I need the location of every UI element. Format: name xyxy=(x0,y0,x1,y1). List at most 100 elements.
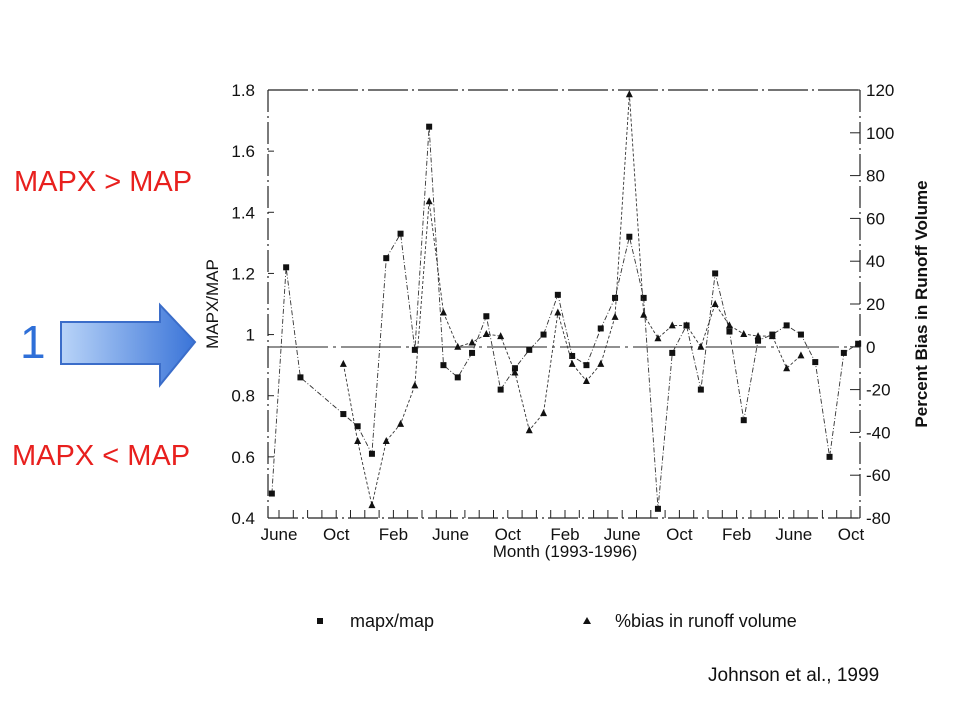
point-mapx xyxy=(383,255,390,262)
point-mapx xyxy=(583,362,590,369)
point-mapx xyxy=(354,423,361,430)
point-bias xyxy=(668,321,676,329)
point-bias xyxy=(597,359,605,367)
point-mapx xyxy=(726,328,733,335)
point-mapx xyxy=(612,294,619,301)
left-tick-label: 0.4 xyxy=(231,509,255,528)
point-mapx xyxy=(855,340,862,347)
legend-triangle-marker xyxy=(583,617,591,624)
point-mapx xyxy=(368,450,375,457)
point-mapx xyxy=(783,322,790,329)
series-line-bias xyxy=(342,94,802,506)
point-mapx xyxy=(569,352,576,359)
point-mapx xyxy=(497,386,504,393)
point-bias xyxy=(768,332,776,340)
point-bias xyxy=(640,310,648,318)
point-bias xyxy=(625,90,633,98)
x-tick-label: Oct xyxy=(495,525,522,544)
right-tick-label: 0 xyxy=(866,338,875,357)
point-bias xyxy=(468,338,476,346)
series-layer xyxy=(268,90,862,512)
point-mapx xyxy=(297,374,304,381)
point-bias xyxy=(654,334,662,342)
legend: mapx/map %bias in runoff volume xyxy=(317,611,797,631)
point-mapx xyxy=(840,349,847,356)
series-line-mapx xyxy=(271,126,859,509)
left-tick-label: 1.6 xyxy=(231,142,255,161)
plot-frame xyxy=(267,89,861,519)
mapx-less-label: MAPX < MAP xyxy=(12,440,191,472)
point-bias xyxy=(497,332,505,340)
citation: Johnson et al., 1999 xyxy=(708,665,880,686)
point-mapx xyxy=(826,453,833,460)
point-mapx xyxy=(669,349,676,356)
x-tick-label: Feb xyxy=(550,525,579,544)
point-mapx xyxy=(697,386,704,393)
x-tick-label: Feb xyxy=(722,525,751,544)
x-tick-label: June xyxy=(261,525,298,544)
point-bias xyxy=(554,308,562,316)
point-mapx xyxy=(426,123,433,130)
point-mapx xyxy=(640,294,647,301)
point-bias xyxy=(754,332,762,340)
point-bias xyxy=(611,312,619,320)
point-bias xyxy=(683,321,691,329)
legend-label-bias: %bias in runoff volume xyxy=(615,611,797,631)
point-bias xyxy=(354,436,362,444)
point-bias xyxy=(783,364,791,372)
left-tick-label: 1.4 xyxy=(231,203,255,222)
point-bias xyxy=(482,329,490,337)
left-tick-label: 1.8 xyxy=(231,81,255,100)
x-tick-label: June xyxy=(775,525,812,544)
point-bias xyxy=(697,342,705,350)
point-bias xyxy=(740,329,748,337)
y-axis-right-title: Percent Bias in Runoff Volume xyxy=(912,180,931,427)
point-mapx xyxy=(511,365,518,372)
point-mapx xyxy=(740,417,747,424)
point-mapx xyxy=(340,411,347,418)
point-bias xyxy=(511,368,519,376)
left-tick-label: 0.8 xyxy=(231,387,255,406)
point-mapx xyxy=(654,505,661,512)
mapx-greater-label: MAPX > MAP xyxy=(14,166,193,198)
x-tick-label: Oct xyxy=(838,525,865,544)
point-mapx xyxy=(554,291,561,298)
point-mapx xyxy=(469,349,476,356)
point-mapx xyxy=(712,270,719,277)
right-tick-label: -60 xyxy=(866,466,891,485)
point-mapx xyxy=(268,490,275,497)
one-label: 1 xyxy=(20,316,46,368)
x-axis-title: Month (1993-1996) xyxy=(493,542,638,561)
right-tick-label: 60 xyxy=(866,209,885,228)
point-bias xyxy=(339,359,347,367)
right-tick-label: -40 xyxy=(866,423,891,442)
point-bias xyxy=(525,426,533,434)
point-bias xyxy=(368,501,376,509)
point-bias xyxy=(425,197,433,205)
point-mapx xyxy=(597,325,604,332)
point-bias xyxy=(454,342,462,350)
point-mapx xyxy=(454,374,461,381)
right-tick-label: 80 xyxy=(866,167,885,186)
point-bias xyxy=(397,419,405,427)
x-tick-label: June xyxy=(604,525,641,544)
point-mapx xyxy=(540,331,547,338)
x-tick-label: Oct xyxy=(666,525,693,544)
left-axis: 0.4 0.6 0.8 1 1.2 1.4 1.6 1.8 xyxy=(231,81,274,528)
point-mapx xyxy=(283,264,290,271)
point-mapx xyxy=(411,346,418,353)
point-mapx xyxy=(755,337,762,344)
point-bias xyxy=(711,300,719,307)
point-mapx xyxy=(397,230,404,237)
point-bias xyxy=(540,409,548,417)
point-mapx xyxy=(483,313,490,320)
left-tick-label: 1 xyxy=(246,326,255,345)
arrow-icon xyxy=(60,302,197,388)
left-tick-label: 0.6 xyxy=(231,448,255,467)
legend-square-marker xyxy=(317,618,323,624)
x-tick-label: Oct xyxy=(323,525,350,544)
point-bias xyxy=(568,359,576,367)
left-tick-label: 1.2 xyxy=(231,264,255,283)
y-axis-left-title: MAPX/MAP xyxy=(203,259,222,349)
bottom-axis: June Oct Feb June Oct Feb June Oct Feb June Oct xyxy=(261,510,865,544)
